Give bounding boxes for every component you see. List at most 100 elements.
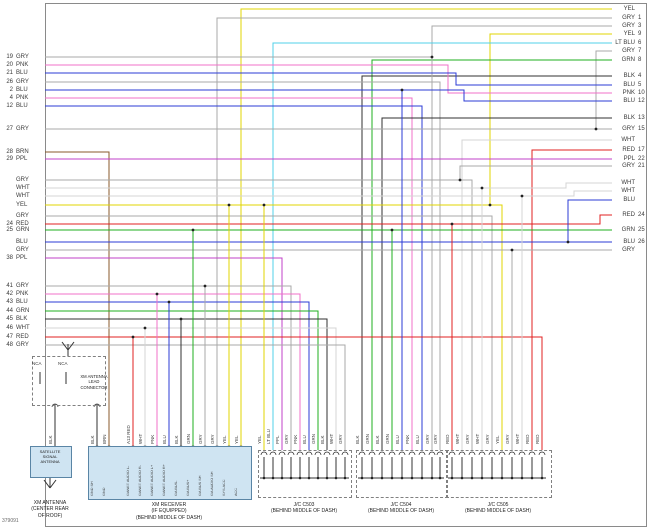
left-pin-color: BLK (16, 316, 28, 322)
connector-bump (498, 451, 506, 456)
left-pin-color: RED (16, 334, 29, 340)
junction-dot (488, 203, 492, 207)
left-pin-color: GRY (16, 54, 29, 60)
junction-bus-dot (490, 476, 494, 480)
wire-color-label: GRN (187, 434, 191, 444)
wire-gry (45, 215, 493, 450)
right-pin-color: WHT (621, 137, 635, 143)
junction-bus-dot (370, 476, 374, 480)
left-pin-color: PPL (16, 156, 28, 162)
connector-bump (341, 451, 349, 456)
junction-bus-dot (298, 476, 302, 480)
wire-color-label: BLU (303, 435, 307, 444)
connector-bump (398, 451, 406, 456)
left-pin-color: RED (16, 221, 29, 227)
junction-dot (566, 240, 570, 244)
left-pin-color: PPL (16, 255, 28, 261)
right-pin-color: RED (622, 147, 635, 153)
wire-color-label: GRY (211, 434, 215, 444)
junction-bus-dot (380, 476, 384, 480)
junction-dot (262, 203, 266, 207)
wire-color-label: PNK (151, 434, 155, 444)
junction-dot (458, 178, 462, 182)
right-pin-number: 24 (638, 212, 645, 218)
wire-color-label: WHT (330, 433, 334, 444)
right-pin-color: BLU (623, 82, 635, 88)
junction-dot (155, 292, 159, 296)
connector-bump (508, 451, 516, 456)
junction-bus-dot (325, 476, 329, 480)
junction-caption: J/C C504 (BEHIND MIDDLE OF DASH) (367, 502, 435, 515)
connector-bump (518, 451, 526, 456)
connector-bump (358, 451, 366, 456)
wire-gry (45, 285, 292, 450)
left-pin-number: 20 (6, 62, 13, 68)
satellite-signal-antenna-box (30, 446, 72, 478)
right-pin-color: BLK (623, 115, 635, 121)
receiver-pin-name: GA AUDIO SH (211, 471, 214, 496)
right-pin-color: GRY (622, 126, 635, 132)
right-pin-color: GRY (622, 48, 635, 54)
wire-color-label: BLU (163, 435, 167, 444)
junction-bus-dot (540, 476, 544, 480)
left-pin-number: 41 (6, 283, 13, 289)
right-pin-color: BLK (623, 73, 635, 79)
connector-bump (388, 451, 396, 456)
junction-dot (167, 300, 171, 304)
receiver-pin-name: GANET AUDIO L+ (151, 464, 154, 496)
connector-bump (314, 451, 322, 456)
left-pin-color: GRN (16, 308, 30, 314)
junction-bus-dot (271, 476, 275, 480)
left-pin-number: 26 (6, 79, 13, 85)
wire-color-label: A13 RED (127, 425, 131, 444)
wire-color-label: RED (446, 434, 450, 444)
wire-color-label: YEL (235, 435, 239, 444)
receiver-pin-name: GANET AUDIO R+ (163, 464, 166, 496)
right-pin-color: LT BLU (615, 40, 635, 46)
connector-bump (468, 451, 476, 456)
wire-color-label: GRN (312, 434, 316, 444)
right-pin-color: GRN (621, 227, 635, 233)
junction-bus-dot (307, 476, 311, 480)
wire-gry (45, 81, 441, 450)
right-pin-color: YEL (623, 31, 635, 37)
left-pin-color: GRY (16, 177, 29, 183)
right-pin-number: 7 (638, 48, 642, 54)
wire-blu (567, 199, 612, 242)
connector-bump (51, 403, 59, 408)
junction-bus-dot (390, 476, 394, 480)
xm-antenna-lead-connector-caption: XM ANTENNA LEAD CONNECTOR (80, 374, 108, 390)
wire-red (531, 149, 612, 450)
right-pin-color: YEL (623, 6, 635, 12)
left-pin-color: GRY (16, 283, 29, 289)
wire-color-label: GRY (285, 434, 289, 444)
junction-bus-dot (480, 476, 484, 480)
left-pin-color: BLU (16, 299, 28, 305)
left-pin-color: PNK (16, 62, 29, 68)
wire-color-label: YEL (258, 435, 262, 444)
left-pin-number: 45 (6, 316, 13, 322)
document-number: 379091 (2, 518, 19, 524)
connector-bump (408, 451, 416, 456)
wire-color-label: WHT (516, 433, 520, 444)
junction-bus-dot (360, 476, 364, 480)
connector-bump (323, 451, 331, 456)
wire-wht (461, 139, 612, 450)
xm-antenna-roof-caption: XM ANTENNA (CENTER REAR OF ROOF) (31, 500, 69, 519)
antenna-symbol (43, 479, 51, 489)
wire-color-label: GRY (339, 434, 343, 444)
wire-blu (45, 72, 612, 86)
junction-dot (143, 326, 147, 330)
connector-bump (378, 451, 386, 456)
junction-bus-dot (450, 476, 454, 480)
receiver-pin-name: GA BUS+ (187, 479, 190, 496)
right-pin-color: GRY (622, 23, 635, 29)
receiver-pin-name: SYS ACC (223, 479, 226, 496)
left-pin-number: 46 (6, 325, 13, 331)
left-pin-color: PNK (16, 291, 29, 297)
junction-bus-dot (316, 476, 320, 480)
nca-label: NCA (32, 361, 42, 366)
left-pin-number: 48 (6, 342, 13, 348)
left-pin-number: 24 (6, 221, 13, 227)
